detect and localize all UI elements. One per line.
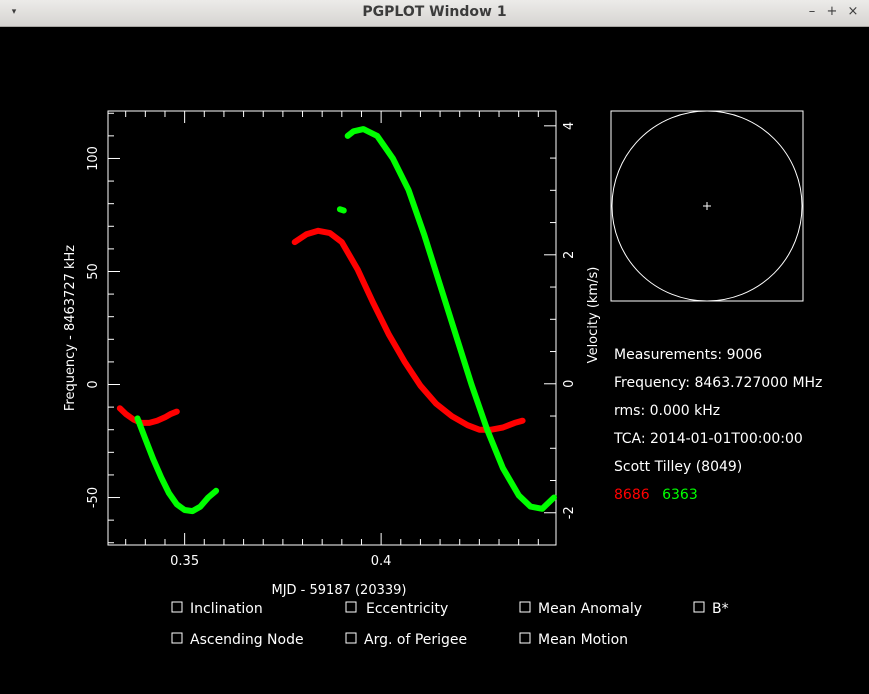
checkbox-box[interactable] bbox=[171, 632, 183, 644]
y2-tick-label: 4 bbox=[562, 122, 577, 130]
checkbox-label: Ascending Node bbox=[190, 632, 304, 648]
checkbox-b-star[interactable]: B* bbox=[693, 601, 729, 617]
data-points bbox=[134, 415, 220, 515]
minimize-icon[interactable]: – bbox=[808, 4, 816, 19]
checkbox-label: Eccentricity bbox=[366, 601, 448, 617]
series-legend: 8686 6363 bbox=[614, 487, 698, 503]
rms-text: rms: 0.000 kHz bbox=[614, 403, 720, 419]
y2-tick-label: 2 bbox=[562, 251, 577, 259]
chart-series bbox=[116, 126, 557, 515]
data-points bbox=[291, 227, 526, 433]
main-plot-frame bbox=[107, 110, 557, 546]
series-8686 bbox=[116, 227, 526, 433]
checkbox-box[interactable] bbox=[345, 632, 357, 644]
y-tick-label: -50 bbox=[86, 487, 101, 508]
tca-text: TCA: 2014-01-01T00:00:00 bbox=[613, 431, 803, 447]
checkbox-box[interactable] bbox=[345, 601, 357, 613]
y2-axis-label: Velocity (km/s) bbox=[586, 267, 601, 364]
series-6363 bbox=[134, 126, 557, 515]
legend-item-8686: 8686 bbox=[614, 487, 650, 503]
data-points bbox=[344, 126, 557, 512]
checkbox-label: Arg. of Perigee bbox=[364, 632, 467, 648]
plot-canvas: 0.35 0.4 -50 0 50 100 -2 0 2 4 MJD - 59187 (20339… bbox=[63, 110, 822, 648]
checkbox-arg-of-perigee[interactable]: Arg. of Perigee bbox=[345, 632, 467, 648]
title-bar[interactable]: ▾ PGPLOT Window 1 – + × bbox=[0, 0, 869, 27]
checkbox-label: Mean Motion bbox=[538, 632, 628, 648]
frequency-text: Frequency: 8463.727000 MHz bbox=[614, 375, 822, 391]
x-tick-label: 0.35 bbox=[170, 554, 199, 569]
y2-tick-label: -2 bbox=[562, 506, 577, 519]
checkbox-inclination[interactable]: Inclination bbox=[171, 601, 263, 617]
data-points bbox=[116, 405, 180, 426]
x-tick-label: 0.4 bbox=[371, 554, 392, 569]
chevron-down-icon[interactable]: ▾ bbox=[11, 7, 17, 17]
data-points bbox=[336, 206, 347, 214]
window-title: PGPLOT Window 1 bbox=[362, 4, 507, 20]
checkbox-mean-motion[interactable]: Mean Motion bbox=[519, 632, 628, 648]
y-tick-label: 0 bbox=[86, 380, 101, 388]
checkbox-label: Inclination bbox=[190, 601, 263, 617]
checkbox-box[interactable] bbox=[519, 632, 531, 644]
checkbox-box[interactable] bbox=[519, 601, 531, 613]
checkbox-label: B* bbox=[712, 601, 729, 617]
y2-tick-label: 0 bbox=[562, 380, 577, 388]
orbit-circle bbox=[611, 110, 803, 302]
observer-text: Scott Tilley (8049) bbox=[614, 459, 742, 475]
y-tick-label: 50 bbox=[86, 263, 101, 280]
checkbox-eccentricity[interactable]: Eccentricity bbox=[345, 601, 448, 617]
checkbox-box[interactable] bbox=[693, 601, 705, 613]
checkbox-label: Mean Anomaly bbox=[538, 601, 642, 617]
close-icon[interactable]: × bbox=[847, 4, 859, 19]
checkbox-mean-anomaly[interactable]: Mean Anomaly bbox=[519, 601, 642, 617]
y-axis-label: Frequency - 8463727 kHz bbox=[63, 245, 78, 411]
checkbox-box[interactable] bbox=[171, 601, 183, 613]
measurements-text: Measurements: 9006 bbox=[614, 347, 762, 363]
legend-item-6363: 6363 bbox=[662, 487, 698, 503]
y-tick-label: 100 bbox=[86, 146, 101, 171]
x-axis-label: MJD - 59187 (20339) bbox=[271, 583, 406, 598]
maximize-icon[interactable]: + bbox=[826, 4, 838, 19]
checkbox-ascending-node[interactable]: Ascending Node bbox=[171, 632, 304, 648]
axis-ticks: 0.35 0.4 -50 0 50 100 -2 0 2 4 bbox=[86, 111, 577, 569]
